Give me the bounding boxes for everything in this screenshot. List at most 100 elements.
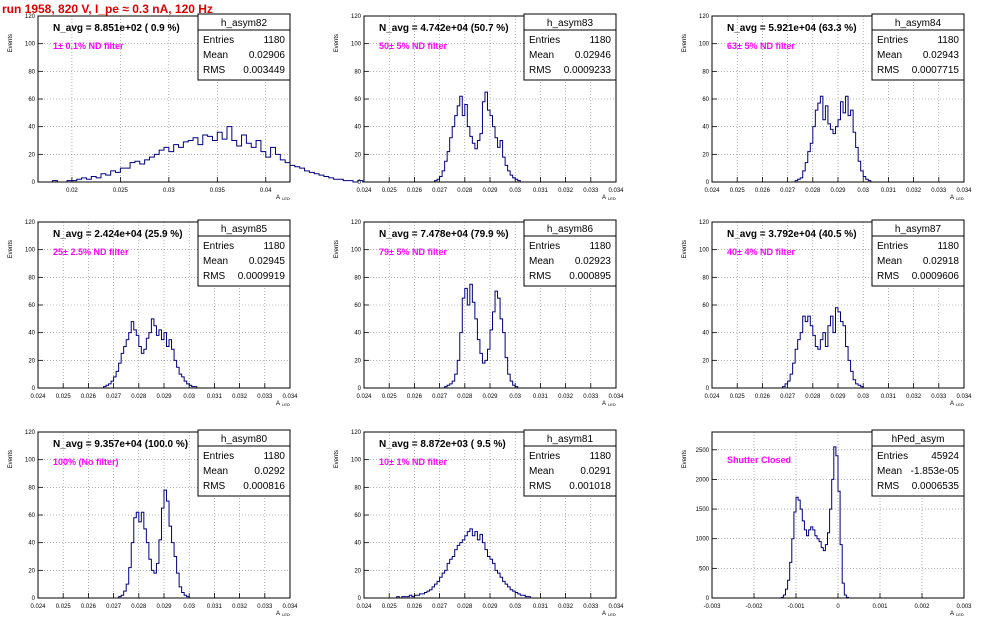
stats-value: 0.000816 [243,481,285,492]
x-tick-label: 0.025 [56,394,72,400]
y-tick-label: 100 [351,248,362,254]
filter-label: 50± 5% ND filter [379,41,447,51]
x-tick-label: 0.028 [131,394,147,400]
x-tick-label: 0.02 [66,188,78,194]
x-tick-label: 0.026 [81,604,97,610]
stats-box-title: h_asym87 [895,224,942,235]
x-tick-label: 0.033 [583,604,599,610]
y-axis-label: Events [334,34,340,52]
y-tick-label: 80 [28,69,35,75]
histogram-panel-h_asym84: 0.024 0.025 0.026 0.027 0.028 0.029 0.03 0.031 0… [682,13,972,201]
histogram-line-h_asym84 [794,95,874,183]
stats-label: Mean [203,50,228,61]
x-axis-label: A [602,401,606,407]
stats-label: Mean [529,256,554,267]
stats-value: 0.001018 [569,481,611,492]
x-axis-label: A [602,611,606,617]
y-tick-label: 60 [28,513,35,519]
y-tick-label: 100 [351,458,362,464]
x-tick-label: 0.034 [608,188,624,194]
y-axis-label: Events [682,450,688,468]
y-axis-label: Events [682,34,688,52]
stats-label: Entries [529,241,560,252]
stats-value: 0.000895 [569,271,611,282]
x-tick-label: 0.032 [558,604,574,610]
x-axis-label-subscript: LED [956,402,964,407]
stats-box [523,429,617,497]
stats-label: Entries [877,241,908,252]
stats-value: 1180 [937,241,959,252]
histogram-panel-h_asym80: 0.024 0.025 0.026 0.027 0.028 0.029 0.03 0.031 0… [8,429,298,617]
n-avg-label: N_avg = 9.357e+04 (100.0 %) [53,439,188,450]
x-tick-label: 0.024 [704,394,720,400]
y-tick-label: 0 [706,180,710,186]
x-tick-label: 0.032 [906,394,922,400]
stats-value: 1180 [263,35,285,46]
n-avg-label: N_avg = 4.742e+04 (50.7 %) [379,23,509,34]
stats-value: 0.0009919 [238,271,286,282]
stats-label: Entries [877,451,908,462]
x-tick-label: 0.033 [583,188,599,194]
x-tick-label: 0.031 [207,604,223,610]
y-tick-label: 120 [351,430,362,436]
y-tick-label: 100 [699,42,710,48]
y-tick-label: 80 [28,485,35,491]
stats-value: 1180 [589,35,611,46]
histogram-line-h_asym86 [444,283,521,389]
x-tick-label: 0.033 [257,604,273,610]
stats-label: Mean [203,466,228,477]
stats-label: RMS [203,65,226,76]
x-tick-label: 0.025 [113,188,129,194]
stats-box-title: h_asym86 [547,224,594,235]
x-tick-label: 0.024 [30,394,46,400]
x-tick-label: -0.002 [745,604,763,610]
x-tick-label: 0.026 [407,188,423,194]
n-avg-label: N_avg = 2.424e+04 (25.9 %) [53,229,183,240]
y-tick-label: 0 [32,180,36,186]
y-tick-label: 80 [354,275,361,281]
y-tick-label: 80 [28,275,35,281]
stats-label: Mean [529,466,554,477]
stats-box [197,219,291,287]
histogram-panel-h_asym86: 0.024 0.025 0.026 0.027 0.028 0.029 0.03 0.031 0… [334,219,624,407]
y-axis-label: Events [8,240,14,258]
x-tick-label: 0 [836,604,840,610]
stats-label: Mean [877,256,902,267]
x-tick-label: 0.031 [881,188,897,194]
x-tick-label: 0.034 [608,394,624,400]
stats-label: Entries [877,35,908,46]
x-tick-label: 0.029 [156,394,172,400]
y-tick-label: 20 [354,152,361,158]
x-axis-label: A [276,401,280,407]
histogram-line-h_asym82 [47,126,397,183]
x-tick-label: 0.031 [533,188,549,194]
y-tick-label: 1500 [696,507,710,513]
x-tick-label: 0.031 [881,394,897,400]
y-tick-label: 0 [706,386,710,392]
y-tick-label: 0 [358,180,362,186]
y-tick-label: 40 [28,125,35,131]
y-axis-label: Events [8,450,14,468]
x-tick-label: 0.031 [207,394,223,400]
x-tick-label: 0.034 [956,188,972,194]
stats-box-title: h_asym83 [547,18,594,29]
histogram-line-h_asym83 [434,91,523,183]
x-tick-label: 0.024 [356,188,372,194]
y-tick-label: 1000 [696,537,710,543]
histogram-panel-h_asym85: 0.024 0.025 0.026 0.027 0.028 0.029 0.03 0.031 0… [8,219,298,407]
stats-label: RMS [529,271,552,282]
x-axis-label-subscript: LED [956,196,964,201]
x-tick-label: 0.003 [956,604,972,610]
n-avg-label: N_avg = 7.478e+04 (79.9 %) [379,229,509,240]
stats-label: RMS [529,65,552,76]
x-tick-label: 0.025 [56,604,72,610]
x-tick-label: 0.026 [407,604,423,610]
x-tick-label: 0.025 [382,188,398,194]
y-tick-label: 120 [699,220,710,226]
histogram-line-h_asym85 [103,318,200,389]
y-tick-label: 500 [699,566,710,572]
filter-label: 40± 4% ND filter [727,247,795,257]
histogram-panel-h_asym81: 0.024 0.025 0.026 0.027 0.028 0.029 0.03 0.031 0… [334,429,624,617]
x-tick-label: -0.001 [787,604,805,610]
y-tick-label: 20 [28,152,35,158]
